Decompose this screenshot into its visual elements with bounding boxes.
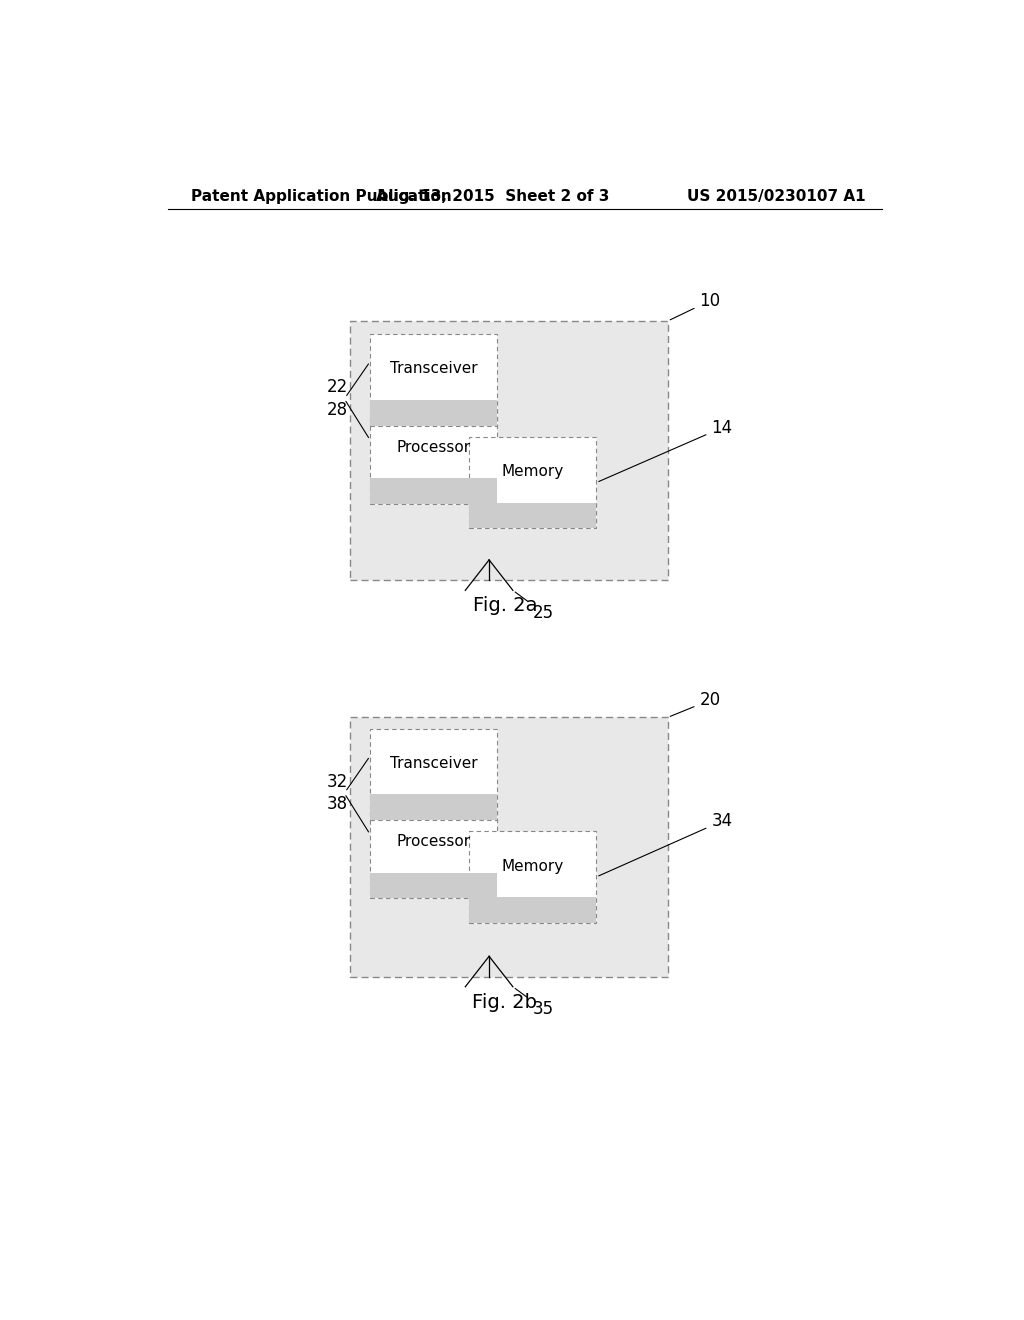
Text: 34: 34 (599, 812, 732, 876)
Bar (370, 807, 497, 899)
Bar (469, 437, 596, 528)
Bar (370, 873, 497, 899)
Text: Processor: Processor (396, 440, 471, 455)
Text: 22: 22 (327, 378, 369, 438)
Text: Aug. 13, 2015  Sheet 2 of 3: Aug. 13, 2015 Sheet 2 of 3 (377, 189, 609, 203)
Text: Processor: Processor (396, 834, 471, 849)
Bar (370, 478, 497, 504)
Text: 20: 20 (671, 692, 721, 717)
Bar (469, 898, 596, 923)
Text: Fig. 2b: Fig. 2b (472, 993, 538, 1011)
Bar (350, 321, 668, 581)
Bar (370, 413, 497, 504)
Text: 32: 32 (327, 772, 369, 832)
Text: Memory: Memory (502, 858, 564, 874)
Bar (370, 400, 497, 426)
Text: 10: 10 (670, 292, 721, 319)
Text: Transceiver: Transceiver (390, 362, 477, 376)
Text: Transceiver: Transceiver (390, 756, 477, 771)
Text: 28: 28 (327, 364, 369, 418)
Bar (370, 334, 497, 426)
Text: Memory: Memory (502, 465, 564, 479)
Text: 35: 35 (515, 989, 554, 1018)
Text: US 2015/0230107 A1: US 2015/0230107 A1 (687, 189, 866, 203)
Bar (469, 832, 596, 923)
Bar (370, 729, 497, 820)
Text: Fig. 2a: Fig. 2a (473, 597, 538, 615)
Bar (370, 795, 497, 820)
Text: Patent Application Publication: Patent Application Publication (191, 189, 453, 203)
Bar (469, 503, 596, 528)
Bar (350, 718, 668, 977)
Text: 14: 14 (599, 418, 732, 482)
Text: 25: 25 (515, 591, 554, 622)
Text: 38: 38 (327, 758, 369, 813)
